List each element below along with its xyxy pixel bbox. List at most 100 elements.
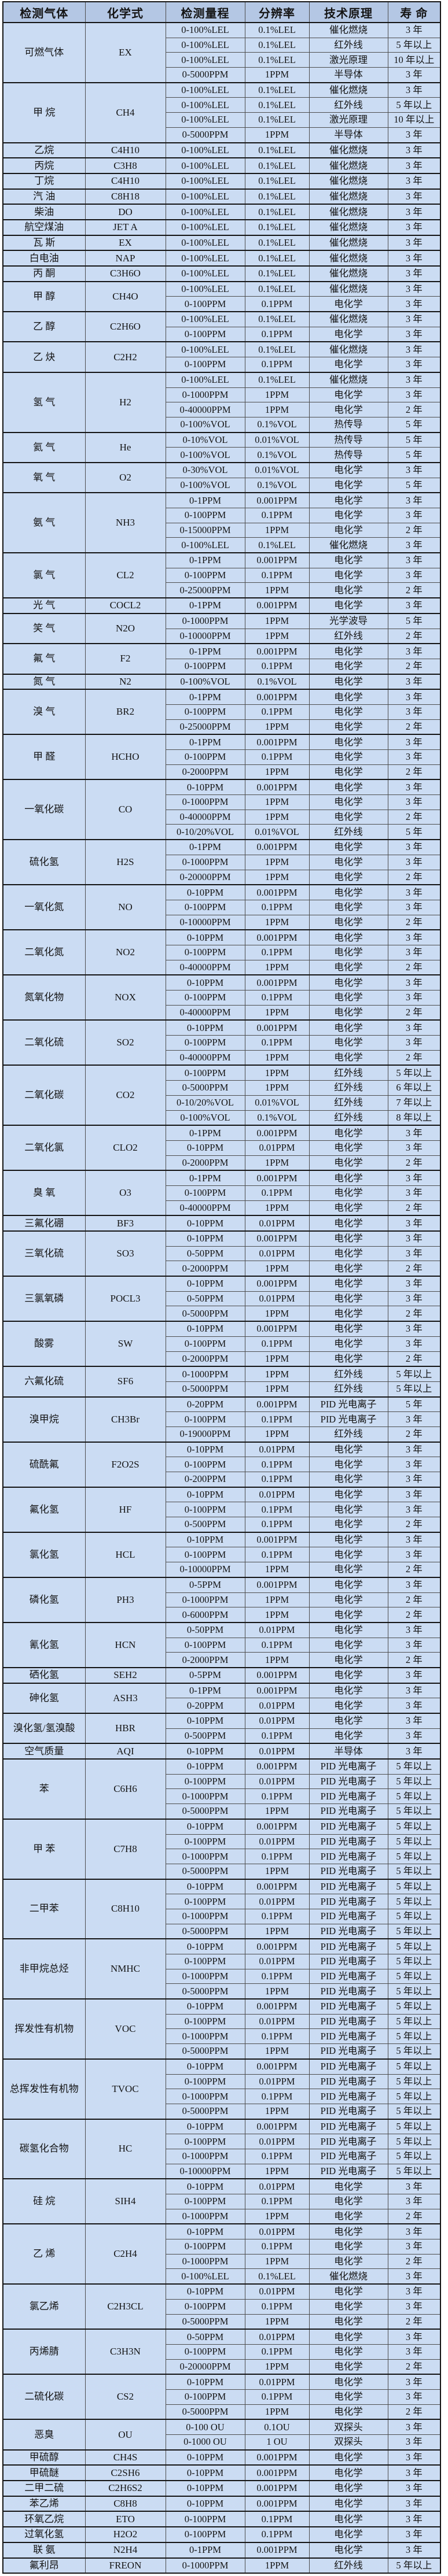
table-row: 0-19000PPM 1PPM 红外线 2 年 — [3, 1426, 441, 1443]
resolution-cell: 0.1PPM — [244, 658, 310, 675]
range-cell: 0-1PPM — [165, 1125, 245, 1141]
gas-name-cell: 甲硫醇 — [2, 2449, 86, 2466]
range-cell: 0-100PPM — [165, 944, 245, 960]
resolution-cell: 1PPM — [244, 582, 310, 598]
table-row: 一氧化碳 CO 0-10PPM 0.001PPM 电化学 3 年 — [2, 779, 441, 840]
gas-name-cell: 笑 气 — [2, 612, 86, 644]
principle-cell: 电化学 — [309, 1712, 388, 1729]
range-cell: 0-100PPM — [165, 2194, 245, 2209]
range-cell: 0-100PPM — [165, 2389, 245, 2405]
chemical-formula-cell: CS2 — [85, 2374, 166, 2420]
range-cell: 0-50PPM — [165, 1291, 245, 1307]
gas-name-cell: 空气质量 — [2, 1743, 86, 1760]
lifespan-cell: 2 年 — [387, 2359, 441, 2375]
lifespan-cell: 2 年 — [387, 2253, 441, 2270]
resolution-cell: 0.1%LEL — [244, 219, 310, 236]
chemical-formula-cell: O2 — [85, 461, 166, 493]
lifespan-cell: 3 年 — [387, 2283, 441, 2300]
table-row: 0-5000PPM 1PPM PID 光电离子 5 年以上 — [3, 2043, 441, 2060]
range-cell: 0-5000PPM — [165, 1306, 245, 1322]
table-row: 0-100PPM 0.1PPM 电化学 3 年 — [3, 1457, 441, 1472]
lifespan-cell: 3 年 — [387, 508, 441, 523]
range-cell: 0-10PPM — [165, 2374, 245, 2390]
chemical-formula-cell: C8H10 — [85, 1878, 166, 1939]
principle-cell: 电化学 — [309, 1576, 388, 1593]
resolution-cell: 0.001PPM — [244, 1758, 310, 1775]
lifespan-cell: 5 年以上 — [387, 97, 441, 113]
resolution-cell: 0.1PPM — [244, 1471, 310, 1488]
lifespan-cell: 5 年 — [387, 447, 441, 463]
resolution-cell: 0.001PPM — [244, 597, 310, 614]
table-row: 0-5000PPM 1PPM 红外线 5 年以上 — [3, 1381, 441, 1398]
lifespan-cell: 5 年以上 — [387, 1878, 441, 1895]
chemical-formula-cell: C2H6S2 — [85, 2480, 166, 2497]
table-row: 0-1000PPM 1PPM 电化学 3 年 — [3, 854, 441, 870]
chemical-formula-cell: POCL3 — [85, 1276, 166, 1322]
resolution-cell: 0.001PPM — [244, 1170, 310, 1186]
principle-cell: PID 光电离子 — [309, 1773, 388, 1790]
range-cell: 0-100PPM — [165, 1637, 245, 1653]
lifespan-cell: 3 年 — [387, 1140, 441, 1156]
range-cell: 0-10PPM — [165, 929, 245, 945]
lifespan-cell: 3 年 — [387, 2223, 441, 2240]
table-row: 0-100PPM 0.1PPM 电化学 3 年 — [3, 899, 441, 915]
resolution-cell: 0.001PPM — [244, 492, 310, 509]
table-row: 可燃气体 EX 0-100%LEL 0.1%LEL 催化燃烧 3 年 — [2, 21, 441, 83]
lifespan-cell: 2 年 — [387, 1200, 441, 1216]
table-row: 二氧化硫 SO2 0-10PPM 0.001PPM 电化学 3 年 — [2, 1019, 441, 1066]
chemical-formula-cell: C8H8 — [85, 2495, 166, 2512]
lifespan-cell: 5 年 — [387, 824, 441, 840]
range-cell: 0-5000PPM — [165, 2043, 245, 2060]
table-row: 0-100PPM 0.01PPM PID 光电离子 5 年以上 — [3, 2013, 441, 2030]
range-cell: 0-100%LEL — [165, 371, 245, 388]
column-header-2: 化学式 — [85, 1, 166, 23]
principle-cell: 电化学 — [309, 1140, 388, 1156]
table-row: 0-1000PPM 0.1PPM PID 光电离子 5 年以上 — [3, 1968, 441, 1984]
lifespan-cell: 10 年以上 — [387, 52, 441, 68]
principle-cell: PID 光电离子 — [309, 2058, 388, 2075]
principle-cell: 电化学 — [309, 1637, 388, 1653]
principle-cell: 电化学 — [309, 854, 388, 870]
lifespan-cell: 2 年 — [387, 869, 441, 885]
lifespan-cell: 3 年 — [387, 643, 441, 659]
table-row: 0-100PPM 0.1PPM 电化学 2 年 — [3, 658, 441, 675]
range-cell: 0-100PPM — [165, 749, 245, 765]
principle-cell: PID 光电离子 — [309, 2118, 388, 2135]
resolution-cell: 0.1%VOL — [244, 477, 310, 493]
resolution-cell: 1PPM — [244, 1983, 310, 2000]
range-cell: 0-10PPM — [165, 779, 245, 796]
gas-name-cell: 溴 气 — [2, 689, 86, 735]
table-row: 氰化氢 HCN 0-50PPM 0.01PPM 电化学 3 年 — [2, 1621, 441, 1668]
resolution-cell: 0.001PPM — [244, 2480, 310, 2497]
principle-cell: 电化学 — [309, 2480, 388, 2497]
gas-name-cell: 硫化氢 — [2, 839, 86, 885]
table-row: 0-40000PPM 1PPM 电化学 2 年 — [3, 1200, 441, 1216]
resolution-cell: 0.001PPM — [244, 929, 310, 945]
table-row: 氮氧化物 NOX 0-10PPM 0.001PPM 电化学 3 年 — [2, 974, 441, 1021]
gas-name-cell: 航空煤油 — [2, 219, 86, 236]
range-cell: 0-5000PPM — [165, 127, 245, 143]
gas-name-cell: 甲 醇 — [2, 280, 86, 312]
resolution-cell: 0.1%VOL — [244, 673, 310, 690]
lifespan-cell: 3 年 — [387, 1019, 441, 1036]
lifespan-cell: 2 年 — [387, 1607, 441, 1623]
lifespan-cell: 3 年 — [387, 1441, 441, 1458]
lifespan-cell: 10 年以上 — [387, 112, 441, 128]
table-row: 0-50PPM 0.01PPM 电化学 3 年 — [3, 1291, 441, 1307]
table-row: 乙 炔 C2H2 0-100%LEL 0.1%LEL 催化燃烧 3 年 — [2, 341, 441, 373]
principle-cell: 电化学 — [309, 990, 388, 1006]
resolution-cell: 1PPM — [244, 1426, 310, 1443]
resolution-cell: 0.001PPM — [244, 2464, 310, 2481]
range-cell: 0-1000PPM — [165, 1366, 245, 1382]
range-cell: 0-1PPM — [165, 1170, 245, 1186]
resolution-cell: 1PPM — [244, 914, 310, 930]
table-row: 航空煤油 JET A 0-100%LEL 0.1%LEL 催化燃烧 3 年 — [2, 219, 441, 236]
chemical-formula-cell: NOX — [85, 974, 166, 1021]
chemical-formula-cell: C7H8 — [85, 1818, 166, 1880]
lifespan-cell: 3 年 — [387, 1712, 441, 1729]
range-cell: 0-100%LEL — [165, 97, 245, 113]
resolution-cell: 0.1PPM — [244, 1788, 310, 1805]
resolution-cell: 0.1%LEL — [244, 37, 310, 53]
gas-name-cell: 环氧乙烷 — [2, 2511, 86, 2527]
